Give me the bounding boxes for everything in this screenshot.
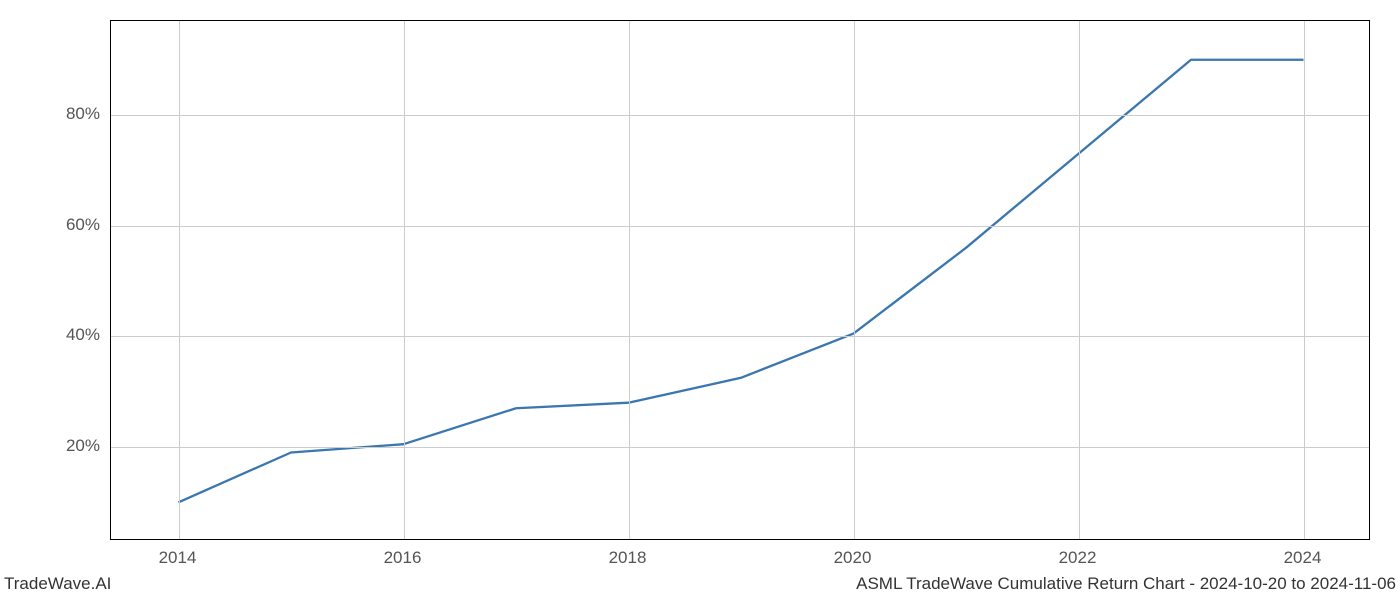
gridline-vertical	[854, 21, 855, 539]
x-tick-label: 2018	[609, 548, 647, 568]
gridline-horizontal	[111, 226, 1369, 227]
y-tick-label: 80%	[66, 104, 100, 124]
y-tick-label: 60%	[66, 215, 100, 235]
x-tick-label: 2024	[1284, 548, 1322, 568]
gridline-vertical	[1079, 21, 1080, 539]
series-line-cumulative-return	[179, 60, 1304, 503]
footer-right-text: ASML TradeWave Cumulative Return Chart -…	[856, 574, 1396, 594]
plot-area	[110, 20, 1370, 540]
gridline-vertical	[629, 21, 630, 539]
gridline-vertical	[1304, 21, 1305, 539]
x-tick-label: 2016	[384, 548, 422, 568]
footer-left-text: TradeWave.AI	[4, 574, 111, 594]
x-tick-label: 2022	[1059, 548, 1097, 568]
gridline-vertical	[404, 21, 405, 539]
x-tick-label: 2020	[834, 548, 872, 568]
gridline-horizontal	[111, 447, 1369, 448]
gridline-vertical	[179, 21, 180, 539]
y-tick-label: 40%	[66, 325, 100, 345]
gridline-horizontal	[111, 115, 1369, 116]
x-tick-label: 2014	[159, 548, 197, 568]
gridline-horizontal	[111, 336, 1369, 337]
line-chart-svg	[111, 21, 1371, 541]
y-tick-label: 20%	[66, 436, 100, 456]
